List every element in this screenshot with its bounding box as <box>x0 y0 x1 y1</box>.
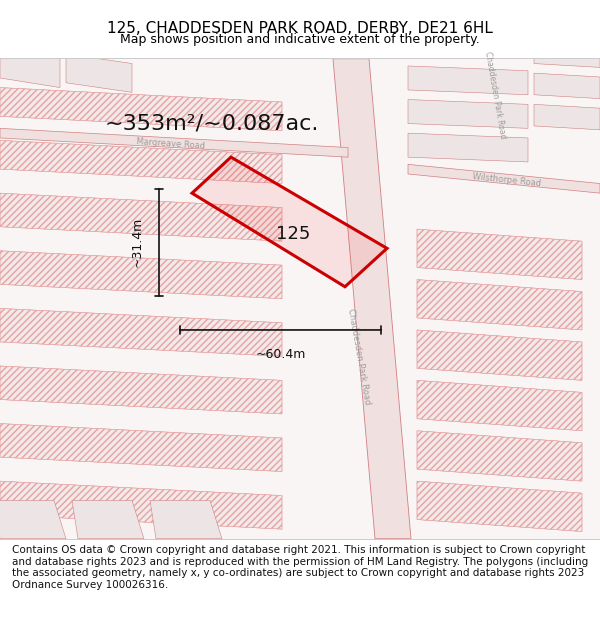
Polygon shape <box>0 308 282 356</box>
Polygon shape <box>417 330 582 381</box>
Text: Chaddesden Park Road: Chaddesden Park Road <box>483 51 507 139</box>
Polygon shape <box>0 481 282 529</box>
Polygon shape <box>66 54 132 92</box>
Polygon shape <box>0 59 60 88</box>
Polygon shape <box>150 501 222 539</box>
Text: 125, CHADDESDEN PARK ROAD, DERBY, DE21 6HL: 125, CHADDESDEN PARK ROAD, DERBY, DE21 6… <box>107 21 493 36</box>
Text: Margreave Road: Margreave Road <box>136 138 206 151</box>
Polygon shape <box>534 42 600 68</box>
Polygon shape <box>417 279 582 330</box>
Polygon shape <box>534 73 600 99</box>
Polygon shape <box>408 133 528 162</box>
Text: ~31.4m: ~31.4m <box>131 217 144 268</box>
Polygon shape <box>408 66 528 95</box>
Text: 125: 125 <box>275 225 310 243</box>
Polygon shape <box>408 164 600 193</box>
Polygon shape <box>0 501 66 539</box>
Polygon shape <box>417 481 582 531</box>
Polygon shape <box>0 424 282 471</box>
Polygon shape <box>408 99 528 128</box>
Text: ~60.4m: ~60.4m <box>256 348 305 361</box>
Polygon shape <box>0 366 282 414</box>
Text: ~353m²/~0.087ac.: ~353m²/~0.087ac. <box>105 114 319 134</box>
Polygon shape <box>0 141 282 184</box>
Text: Contains OS data © Crown copyright and database right 2021. This information is : Contains OS data © Crown copyright and d… <box>12 545 588 590</box>
Polygon shape <box>417 431 582 481</box>
Polygon shape <box>192 157 387 287</box>
Polygon shape <box>417 381 582 431</box>
Polygon shape <box>0 128 348 157</box>
Polygon shape <box>0 251 282 299</box>
Polygon shape <box>534 104 600 130</box>
Polygon shape <box>72 501 144 539</box>
Polygon shape <box>0 88 282 131</box>
Text: Map shows position and indicative extent of the property.: Map shows position and indicative extent… <box>120 33 480 46</box>
Polygon shape <box>333 59 411 539</box>
Polygon shape <box>0 193 282 241</box>
Text: Wilsthorpe Road: Wilsthorpe Road <box>472 172 542 187</box>
Text: Chaddesden Park Road: Chaddesden Park Road <box>346 308 371 405</box>
Polygon shape <box>417 229 582 279</box>
